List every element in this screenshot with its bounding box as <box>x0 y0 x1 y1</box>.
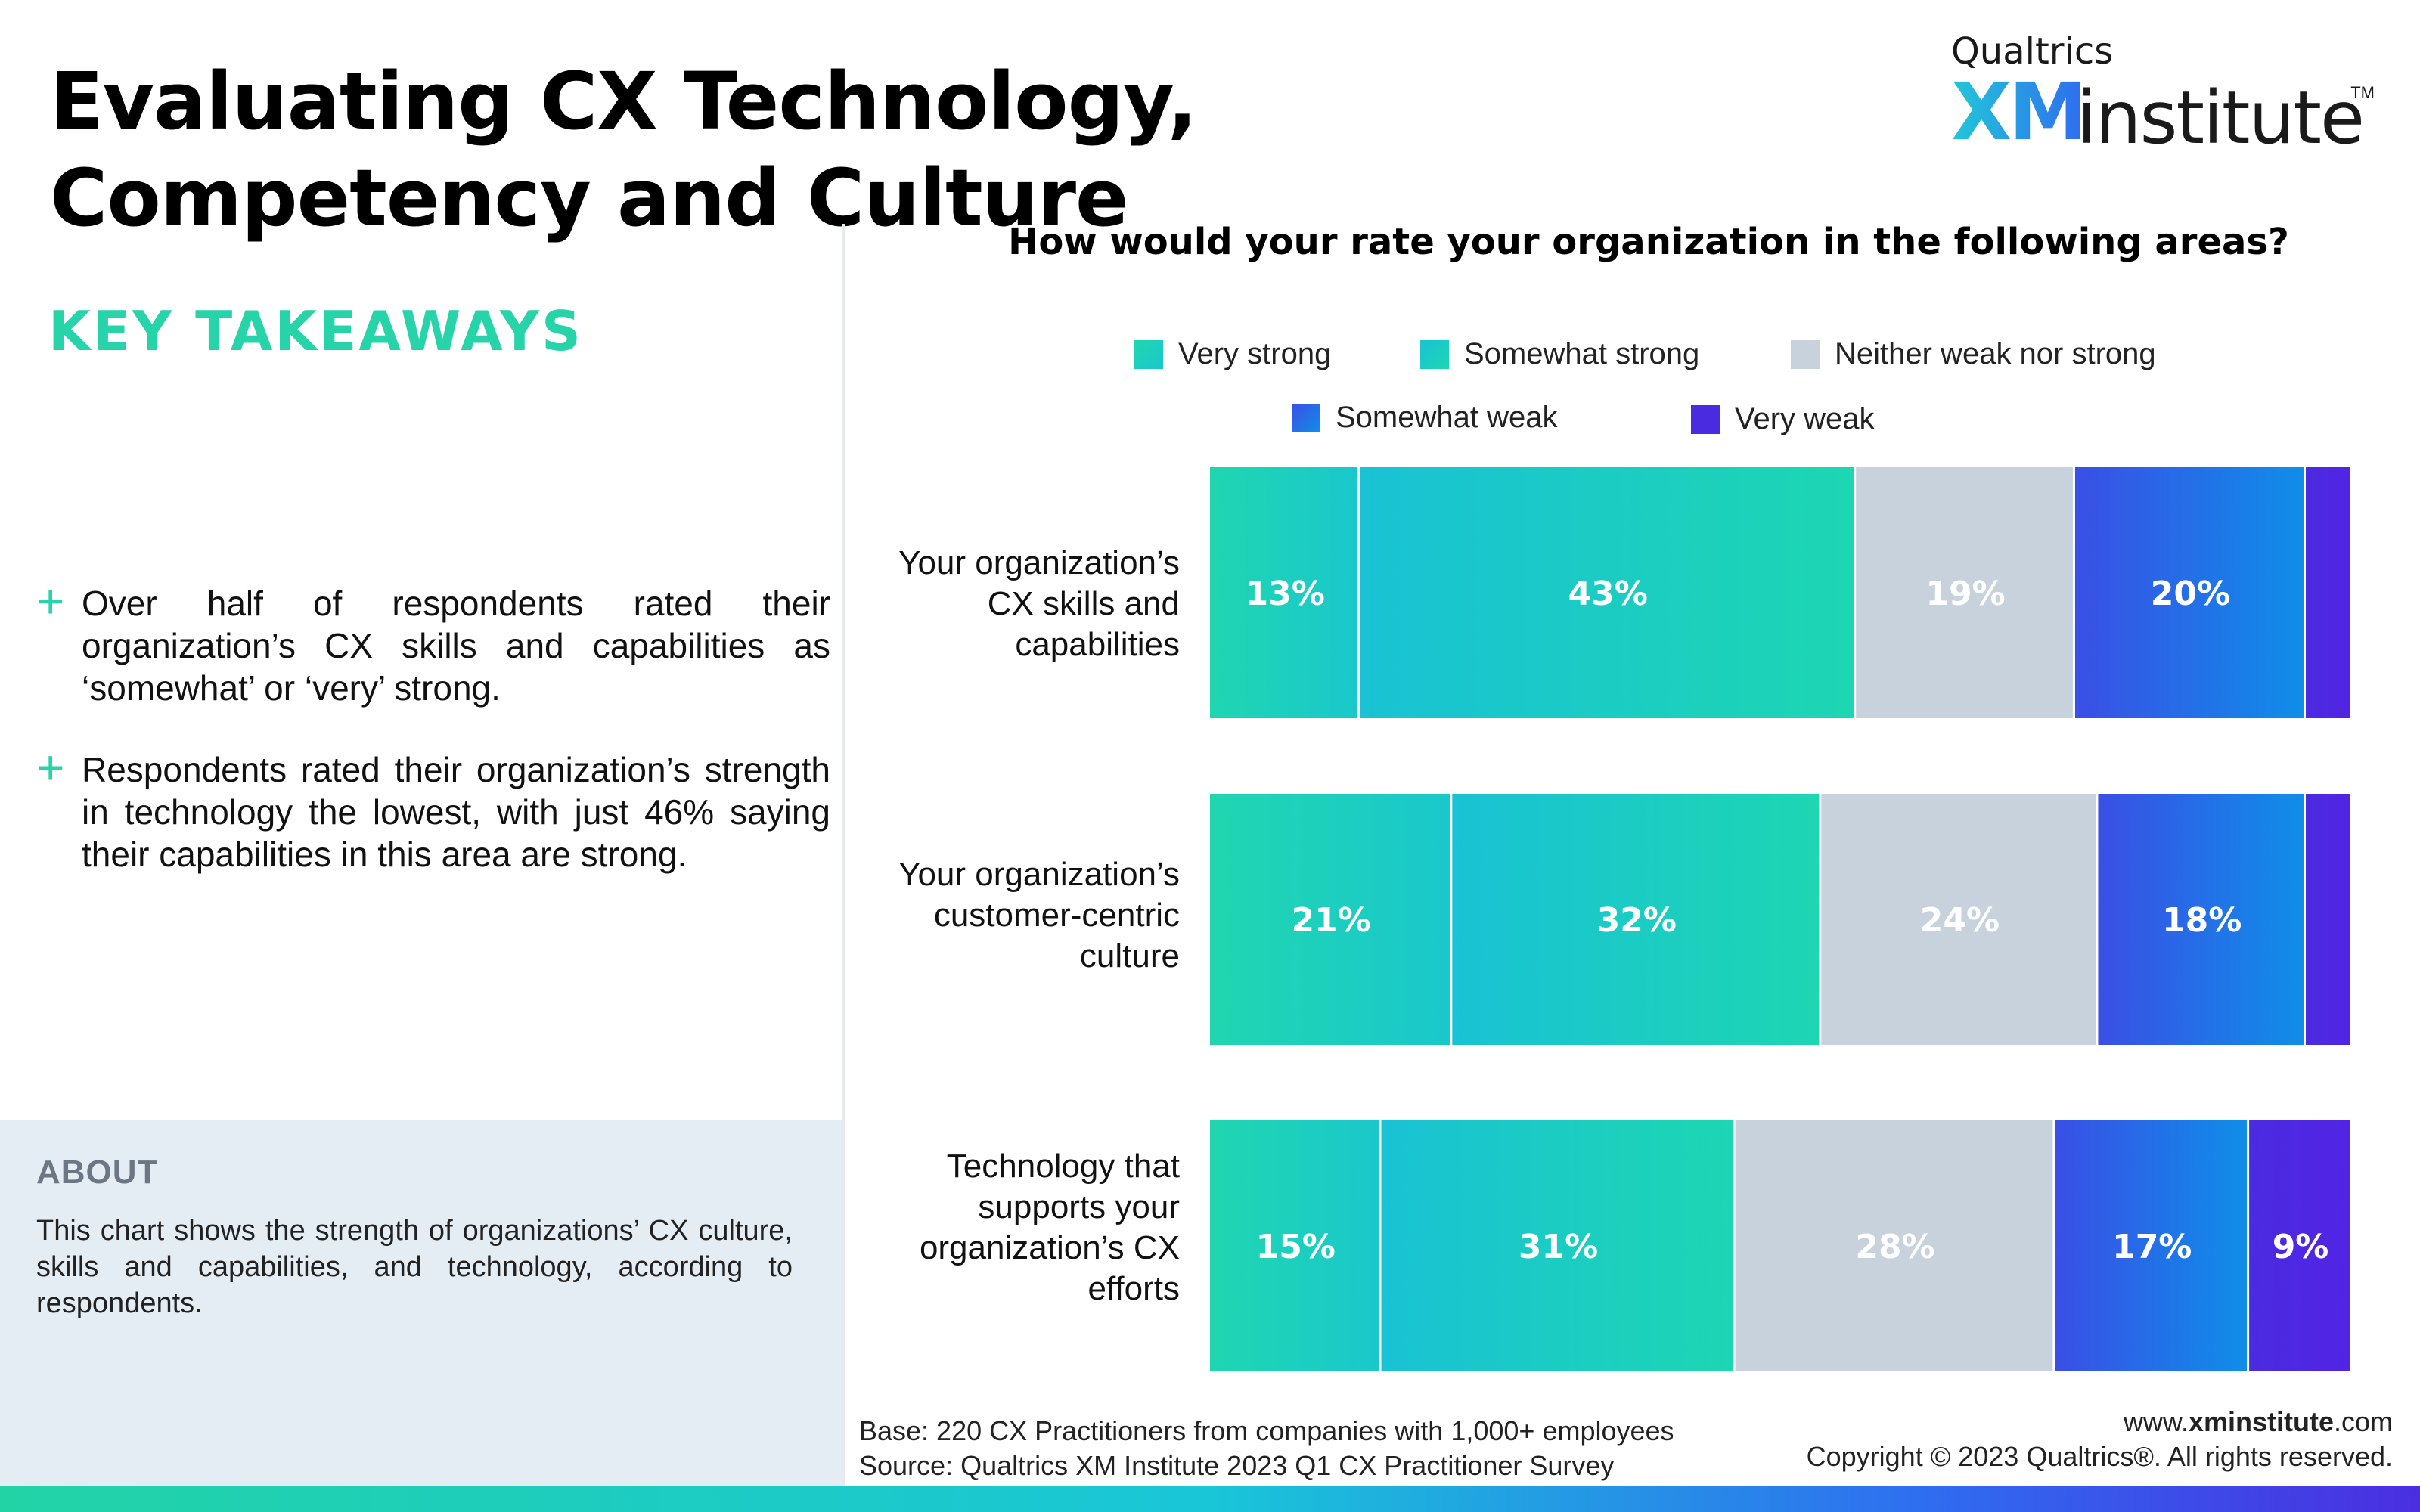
logo-institute-text: institute <box>2077 76 2365 160</box>
bar-segment <box>1856 467 2073 718</box>
bar-segment <box>1821 794 2096 1045</box>
bar-segment <box>2305 794 2350 1045</box>
legend-label: Somewhat strong <box>1464 337 1700 370</box>
bar-segment <box>2305 467 2350 718</box>
data-label: 15% <box>1256 1228 1336 1266</box>
website-suffix: .com <box>2333 1406 2393 1437</box>
about-panel <box>0 1120 842 1486</box>
legend-label: Somewhat weak <box>1336 401 1558 434</box>
data-label: 18% <box>2162 901 2242 940</box>
data-label: 24% <box>1920 901 2000 940</box>
bar-segment <box>2074 467 2304 718</box>
legend-item-somewhat-strong: Somewhat strong <box>1420 337 1699 371</box>
bottom-gradient-bar <box>0 1486 2420 1512</box>
plus-icon: + <box>36 740 65 795</box>
data-label: 31% <box>1519 1228 1598 1266</box>
legend-label: Very strong <box>1178 337 1332 370</box>
data-label: 19% <box>1925 575 2005 613</box>
legend-swatch <box>1420 339 1449 369</box>
footer-credits: www.xminstitute.com Copyright © 2023 Qua… <box>1807 1405 2393 1474</box>
about-heading: ABOUT <box>36 1154 159 1191</box>
legend-swatch <box>1791 339 1820 369</box>
category-label: Your organization’s CX skills and capabi… <box>898 544 1180 663</box>
about-text: This chart shows the strength of organiz… <box>36 1215 793 1319</box>
bar-segment <box>1210 794 1450 1045</box>
legend-label: Neither weak nor strong <box>1835 337 2156 370</box>
data-label: 9% <box>2273 1228 2329 1266</box>
bar-segment <box>2249 1120 2350 1371</box>
legend-swatch <box>1134 339 1163 369</box>
legend-label: Very weak <box>1735 402 1875 435</box>
legend-item-very-strong: Very strong <box>1134 337 1331 371</box>
data-label: 28% <box>1855 1228 1934 1266</box>
bar-segment <box>1210 1120 1379 1371</box>
website-link[interactable]: www.xminstitute.com <box>1807 1405 2393 1439</box>
logo-xm-text: XM <box>1951 66 2087 158</box>
bar-segment <box>2098 794 2304 1045</box>
data-label: 43% <box>1568 575 1648 613</box>
data-label: 13% <box>1245 575 1324 613</box>
category-label: Your organization’s customer-centric cul… <box>898 856 1180 974</box>
plus-icon: + <box>36 574 65 628</box>
takeaway-text: Over half of respondents rated their org… <box>82 584 830 708</box>
legend-item-neither: Neither weak nor strong <box>1791 337 2156 371</box>
website-prefix: www. <box>2123 1406 2189 1437</box>
key-takeaways-heading: KEY TAKEAWAYS <box>48 299 583 363</box>
category-label: Technology that supports your organizati… <box>919 1148 1180 1307</box>
bar-segment <box>1210 467 1358 718</box>
bar-segment <box>1381 1120 1733 1371</box>
data-label: 20% <box>2151 575 2230 613</box>
bar-segment <box>1735 1120 2053 1371</box>
source-note: Source: Qualtrics XM Institute 2023 Q1 C… <box>859 1450 1615 1481</box>
legend-item-somewhat-weak: Somewhat weak <box>1292 401 1557 435</box>
bar-segment <box>2055 1120 2248 1371</box>
data-label: 21% <box>1291 901 1370 940</box>
page-title: Evaluating CX Technology, Competency and… <box>50 55 1197 244</box>
xm-institute-logo: Qualtrics XM institute TM <box>1951 30 2375 154</box>
data-label: 32% <box>1597 901 1677 940</box>
chart-title: How would your rate your organization in… <box>1008 221 2289 263</box>
copyright: Copyright © 2023 Qualtrics®. All rights … <box>1806 1441 2393 1472</box>
website-bold: xminstitute <box>2188 1406 2334 1437</box>
data-label: 17% <box>2112 1228 2192 1266</box>
legend-swatch <box>1691 404 1720 434</box>
bar-segment <box>1360 467 1854 718</box>
vertical-divider <box>842 224 845 1486</box>
legend-swatch <box>1292 403 1320 432</box>
footer-notes: Base: 220 CX Practitioners from companie… <box>859 1414 1674 1483</box>
logo-qualtrics-text: Qualtrics <box>1951 30 2114 73</box>
base-note: Base: 220 CX Practitioners from companie… <box>859 1415 1674 1446</box>
legend-item-very-weak: Very weak <box>1691 402 1875 436</box>
bar-segment <box>1452 794 1820 1045</box>
logo-tm-mark: TM <box>2350 83 2375 102</box>
takeaway-text: Respondents rated their organization’s s… <box>82 750 830 874</box>
